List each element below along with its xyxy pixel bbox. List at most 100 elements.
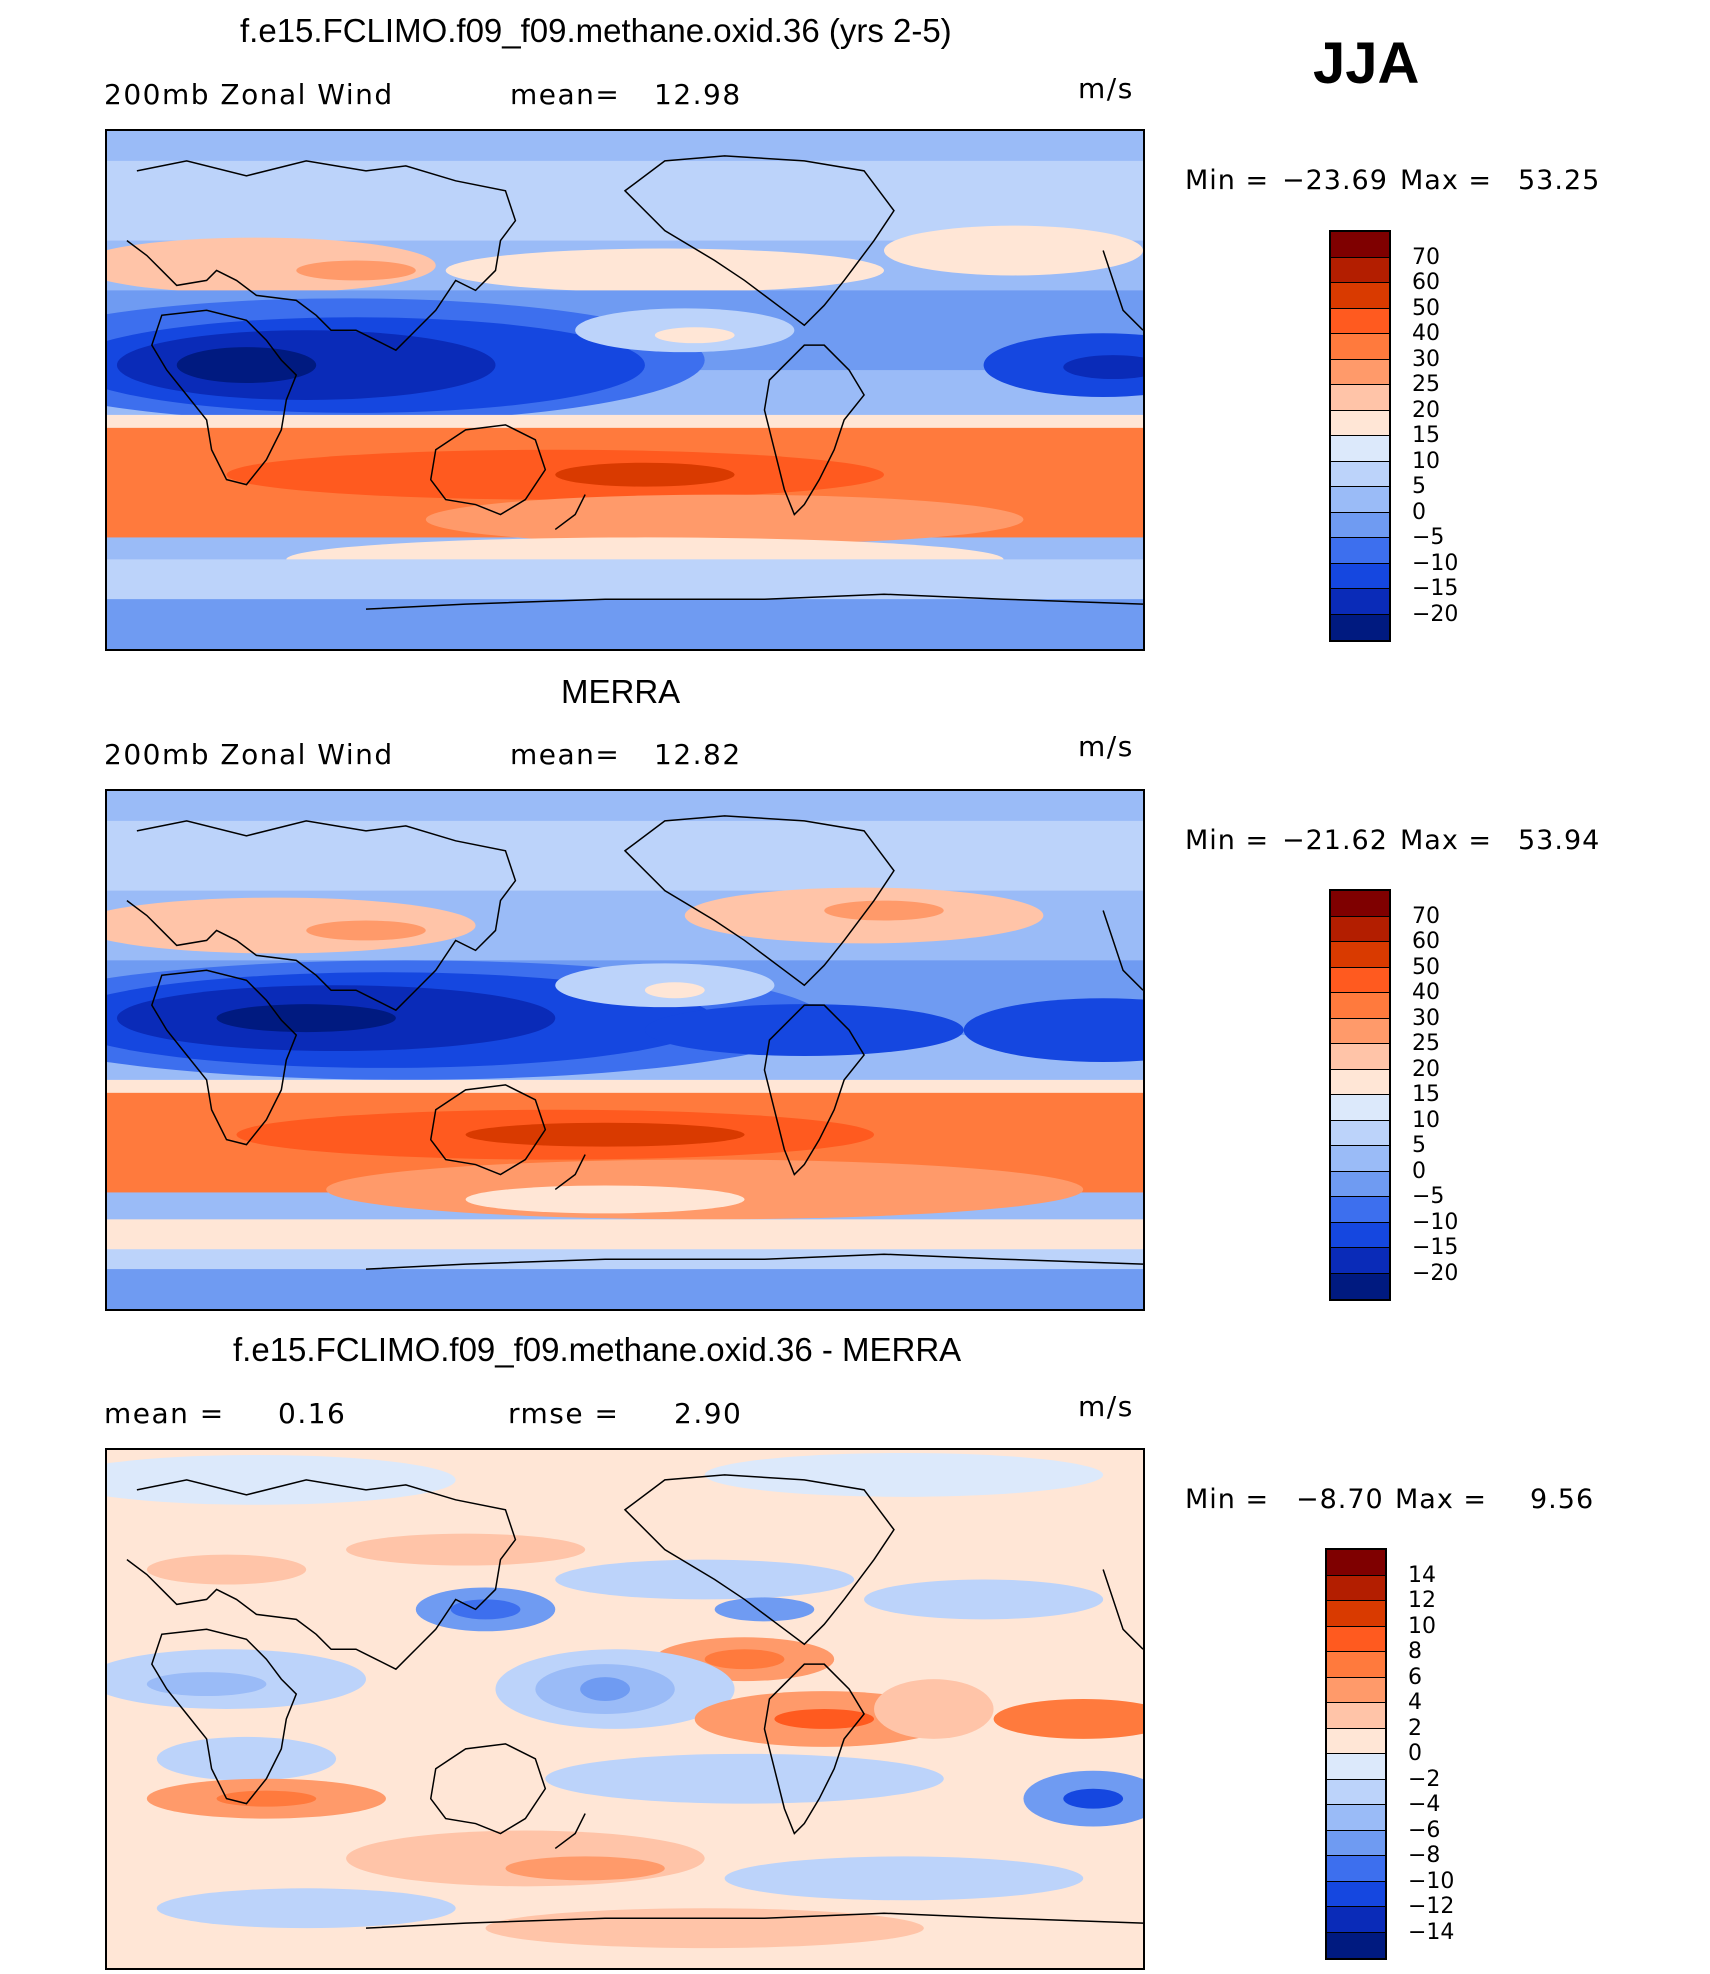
panel3-title: f.e15.FCLIMO.f09_f09.methane.oxid.36 - M…: [233, 1331, 962, 1368]
colorbar-swatch: [1331, 967, 1389, 993]
colorbar-tick-label: 40: [1412, 321, 1440, 346]
colorbar-tick-label: −15: [1412, 576, 1459, 601]
colorbar-tick-label: 25: [1412, 372, 1440, 397]
colorbar-tick-label: 10: [1412, 1107, 1440, 1133]
colorbar-swatch: [1327, 1856, 1385, 1882]
colorbar-swatch: [1327, 1677, 1385, 1703]
colorbar-swatch: [1327, 1881, 1385, 1907]
colorbar-tick-label: −8: [1408, 1843, 1441, 1868]
colorbar-swatch: [1327, 1626, 1385, 1652]
panel1-max-value: 53.25: [1518, 165, 1601, 196]
colorbar-swatch: [1331, 436, 1389, 462]
colorbar-tick-label: 0: [1412, 499, 1426, 525]
colorbar-swatch: [1331, 359, 1389, 385]
colorbar-tick-label: 50: [1412, 954, 1440, 980]
panel2-colorbar: [1329, 889, 1391, 1301]
colorbar-tick-label: 70: [1412, 244, 1440, 270]
colorbar-tick-label: −10: [1412, 550, 1459, 576]
colorbar-swatch: [1331, 308, 1389, 334]
colorbar-tick-label: 30: [1412, 346, 1440, 372]
colorbar-swatch: [1331, 891, 1389, 917]
colorbar-tick-label: 40: [1412, 980, 1440, 1005]
colorbar-tick-label: 5: [1412, 474, 1426, 499]
colorbar-tick-label: 0: [1408, 1741, 1422, 1766]
colorbar-swatch: [1331, 232, 1389, 258]
panel1-mean-label: mean=: [510, 78, 621, 111]
colorbar-swatch: [1331, 1044, 1389, 1070]
colorbar-tick-label: −5: [1412, 525, 1445, 550]
panel3-map: [105, 1448, 1145, 1970]
panel3-map-svg: [107, 1450, 1143, 1968]
panel1-colorbar: [1329, 230, 1391, 642]
panel2-min-value: −21.62: [1282, 825, 1388, 856]
colorbar-swatch: [1327, 1932, 1385, 1958]
colorbar-swatch: [1331, 512, 1389, 538]
panel3-rmse-label: rmse =: [508, 1397, 620, 1430]
panel3-min-label: Min =: [1185, 1484, 1270, 1515]
colorbar-tick-label: −20: [1412, 1260, 1459, 1286]
colorbar-swatch: [1327, 1550, 1385, 1576]
panel2-units: m/s: [1078, 730, 1134, 763]
colorbar-swatch: [1327, 1830, 1385, 1856]
colorbar-swatch: [1327, 1779, 1385, 1805]
colorbar-swatch: [1331, 1273, 1389, 1299]
colorbar-tick-label: 12: [1408, 1588, 1436, 1613]
colorbar-swatch: [1331, 942, 1389, 968]
colorbar-swatch: [1331, 589, 1389, 615]
panel1-variable-label: 200mb Zonal Wind: [104, 78, 394, 111]
colorbar-tick-label: 60: [1412, 929, 1440, 954]
colorbar-swatch: [1331, 487, 1389, 513]
colorbar-tick-label: −4: [1408, 1792, 1441, 1817]
colorbar-tick-label: 4: [1408, 1690, 1422, 1715]
colorbar-tick-label: 5: [1412, 1133, 1426, 1158]
panel1-map-svg: [107, 131, 1143, 649]
panel2-max-label: Max =: [1400, 825, 1493, 856]
colorbar-swatch: [1331, 1248, 1389, 1274]
panel3-units: m/s: [1078, 1390, 1134, 1423]
panel2-map: [105, 789, 1145, 1311]
colorbar-tick-label: 6: [1408, 1664, 1422, 1690]
panel1-map: [105, 129, 1145, 651]
colorbar-swatch: [1331, 916, 1389, 942]
panel1-title: f.e15.FCLIMO.f09_f09.methane.oxid.36 (yr…: [240, 12, 952, 49]
colorbar-tick-label: 70: [1412, 903, 1440, 929]
colorbar-tick-label: −10: [1408, 1868, 1455, 1894]
season-label: JJA: [1313, 31, 1420, 96]
colorbar-swatch: [1331, 461, 1389, 487]
panel1-min-value: −23.69: [1282, 165, 1388, 196]
panel1-max-label: Max =: [1400, 165, 1493, 196]
panel1-units: m/s: [1078, 72, 1134, 105]
colorbar-swatch: [1331, 1095, 1389, 1121]
colorbar-swatch: [1331, 1018, 1389, 1044]
colorbar-swatch: [1331, 334, 1389, 360]
panel3-colorbar: [1325, 1548, 1387, 1960]
panel3-mean-value: 0.16: [278, 1397, 347, 1430]
panel3-max-value: 9.56: [1530, 1484, 1595, 1515]
panel3-rmse-value: 2.90: [674, 1397, 743, 1430]
colorbar-tick-label: 50: [1412, 295, 1440, 321]
colorbar-swatch: [1331, 563, 1389, 589]
colorbar-swatch: [1327, 1805, 1385, 1831]
colorbar-swatch: [1327, 1601, 1385, 1627]
colorbar-swatch: [1331, 1197, 1389, 1223]
colorbar-tick-label: 20: [1412, 1056, 1440, 1082]
colorbar-swatch: [1331, 614, 1389, 640]
colorbar-tick-label: 15: [1412, 423, 1440, 448]
colorbar-swatch: [1331, 1146, 1389, 1172]
colorbar-swatch: [1331, 257, 1389, 283]
colorbar-swatch: [1331, 1171, 1389, 1197]
colorbar-tick-label: −15: [1412, 1235, 1459, 1260]
panel2-max-value: 53.94: [1518, 825, 1601, 856]
colorbar-tick-label: −12: [1408, 1894, 1455, 1919]
panel2-variable-label: 200mb Zonal Wind: [104, 738, 394, 771]
colorbar-tick-label: 2: [1408, 1715, 1422, 1741]
colorbar-swatch: [1327, 1754, 1385, 1780]
colorbar-tick-label: 60: [1412, 270, 1440, 295]
colorbar-swatch: [1327, 1907, 1385, 1933]
colorbar-tick-label: −10: [1412, 1209, 1459, 1235]
colorbar-tick-label: −2: [1408, 1766, 1441, 1792]
panel2-title: MERRA: [561, 673, 681, 710]
colorbar-swatch: [1331, 1222, 1389, 1248]
colorbar-swatch: [1327, 1575, 1385, 1601]
colorbar-swatch: [1331, 1069, 1389, 1095]
